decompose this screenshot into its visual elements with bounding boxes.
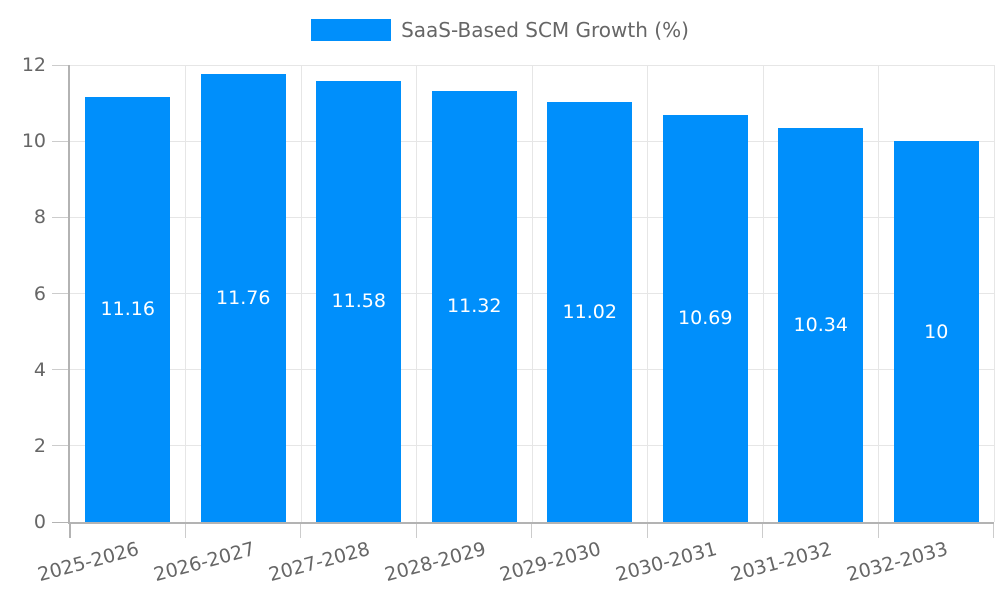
x-axis-tick-label: 2031-2032 — [728, 538, 835, 587]
y-axis-tick-label: 8 — [33, 206, 46, 229]
x-tick-mark — [415, 523, 417, 538]
x-axis-tick-label: 2032-2033 — [844, 538, 950, 587]
y-axis-tick-label: 0 — [33, 511, 46, 533]
y-tick-mark — [52, 140, 70, 142]
bar — [431, 90, 517, 522]
x-axis-tick-label: 2028-2029 — [382, 538, 488, 587]
x-tick-mark — [184, 523, 186, 538]
bar-value-label: 10.69 — [678, 307, 733, 330]
y-axis-tick-label: 10 — [21, 130, 46, 153]
x-gridline — [993, 65, 995, 522]
x-axis-tick-label: 2029-2030 — [497, 538, 604, 587]
bar — [893, 141, 979, 522]
y-axis-line — [68, 65, 70, 522]
bar-value-label: 11.58 — [331, 290, 386, 313]
x-tick-mark — [531, 523, 532, 538]
bar-value-label: 11.02 — [562, 301, 617, 324]
x-tick-mark — [762, 523, 763, 538]
bar-value-label: 11.76 — [216, 287, 271, 310]
bar — [316, 80, 402, 522]
y-axis-tick-label: 4 — [33, 358, 46, 381]
y-tick-mark — [52, 521, 70, 523]
x-gridline — [878, 65, 879, 522]
bar-value-label: 10 — [924, 320, 949, 343]
x-gridline — [300, 65, 302, 522]
x-tick-mark — [300, 523, 301, 538]
bar-value-label: 11.32 — [447, 295, 502, 318]
y-tick-mark — [52, 445, 70, 447]
x-tick-mark — [69, 523, 71, 538]
y-axis-tick-label: 12 — [21, 54, 46, 76]
bar — [547, 102, 633, 522]
y-axis-tick-label: 2 — [33, 434, 46, 457]
y-axis-tick-label: 6 — [33, 282, 46, 305]
x-gridline — [762, 65, 764, 522]
chart-legend[interactable]: SaaS-Based SCM Growth (%) — [0, 18, 1000, 42]
x-tick-mark — [877, 523, 879, 538]
x-gridline — [531, 65, 533, 522]
x-tick-mark — [993, 523, 994, 538]
y-tick-mark — [52, 216, 70, 218]
bar-value-label: 10.34 — [793, 314, 848, 337]
x-axis-tick-label: 2027-2028 — [266, 538, 373, 587]
bar — [85, 96, 171, 522]
bar — [662, 114, 748, 522]
x-gridline — [416, 65, 417, 522]
x-gridline — [185, 65, 186, 522]
x-axis-line — [68, 522, 994, 524]
y-tick-mark — [52, 64, 70, 66]
x-gridline — [647, 65, 648, 522]
bar — [200, 74, 286, 522]
bar — [778, 128, 864, 522]
bar-value-label: 11.16 — [100, 298, 155, 321]
y-tick-mark — [52, 369, 70, 371]
x-axis-tick-label: 2026-2027 — [151, 538, 257, 587]
x-axis-tick-label: 2030-2031 — [613, 538, 719, 587]
legend-swatch — [311, 19, 392, 41]
x-axis-tick-label: 2025-2026 — [35, 538, 142, 587]
legend-label: SaaS-Based SCM Growth (%) — [401, 18, 689, 42]
y-tick-mark — [52, 293, 70, 294]
x-tick-mark — [646, 523, 648, 538]
